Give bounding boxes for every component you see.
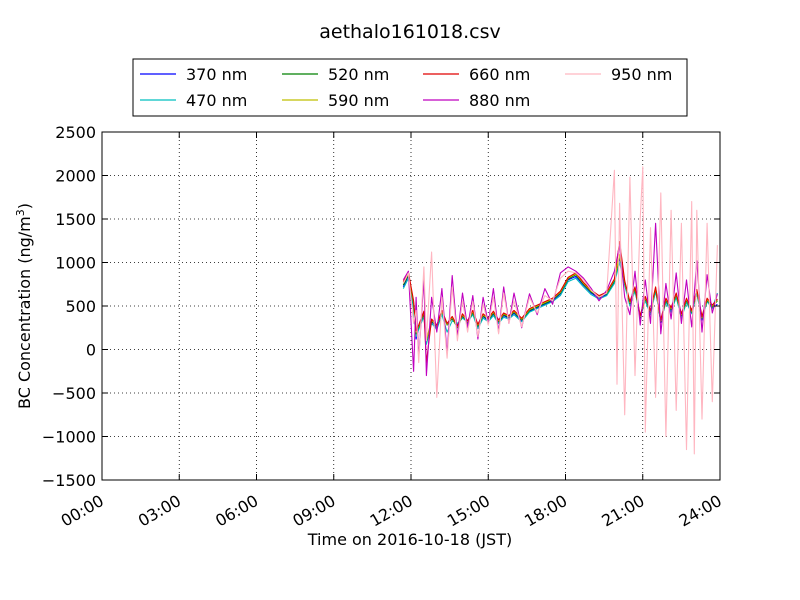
legend-label: 880 nm bbox=[469, 91, 530, 110]
y-tick-label: 0 bbox=[86, 341, 96, 360]
y-axis-label-close: ) bbox=[15, 203, 34, 209]
legend-label: 370 nm bbox=[186, 65, 247, 84]
legend-label: 590 nm bbox=[328, 91, 389, 110]
y-tick-label: 2000 bbox=[55, 167, 96, 186]
x-axis-label: Time on 2016-10-18 (JST) bbox=[307, 530, 512, 549]
chart-title: aethalo161018.csv bbox=[319, 21, 501, 43]
legend-label: 950 nm bbox=[611, 65, 672, 84]
legend-label: 660 nm bbox=[469, 65, 530, 84]
y-tick-label: −1500 bbox=[42, 471, 96, 490]
legend-label: 470 nm bbox=[186, 91, 247, 110]
grid bbox=[102, 132, 720, 480]
y-tick-label: 2500 bbox=[55, 123, 96, 142]
legend-label: 520 nm bbox=[328, 65, 389, 84]
y-tick-label: −500 bbox=[52, 384, 96, 403]
legend-frame bbox=[132, 58, 688, 117]
y-tick-label: 1000 bbox=[55, 254, 96, 273]
series-line-950-nm bbox=[402, 166, 718, 455]
y-axis-label-main: BC Concentration (ng/m bbox=[15, 216, 34, 409]
y-tick-label: 1500 bbox=[55, 210, 96, 229]
y-axis-label: BC Concentration (ng/m3) bbox=[14, 203, 34, 409]
legend: 370 nm 470 nm 520 nm 590 nm 660 nm 880 nm 950 … bbox=[132, 58, 688, 117]
y-axis-label-sup: 3 bbox=[14, 209, 27, 216]
y-tick-label: 500 bbox=[65, 297, 96, 316]
series-lines bbox=[402, 166, 718, 455]
y-tick-label: −1000 bbox=[42, 428, 96, 447]
